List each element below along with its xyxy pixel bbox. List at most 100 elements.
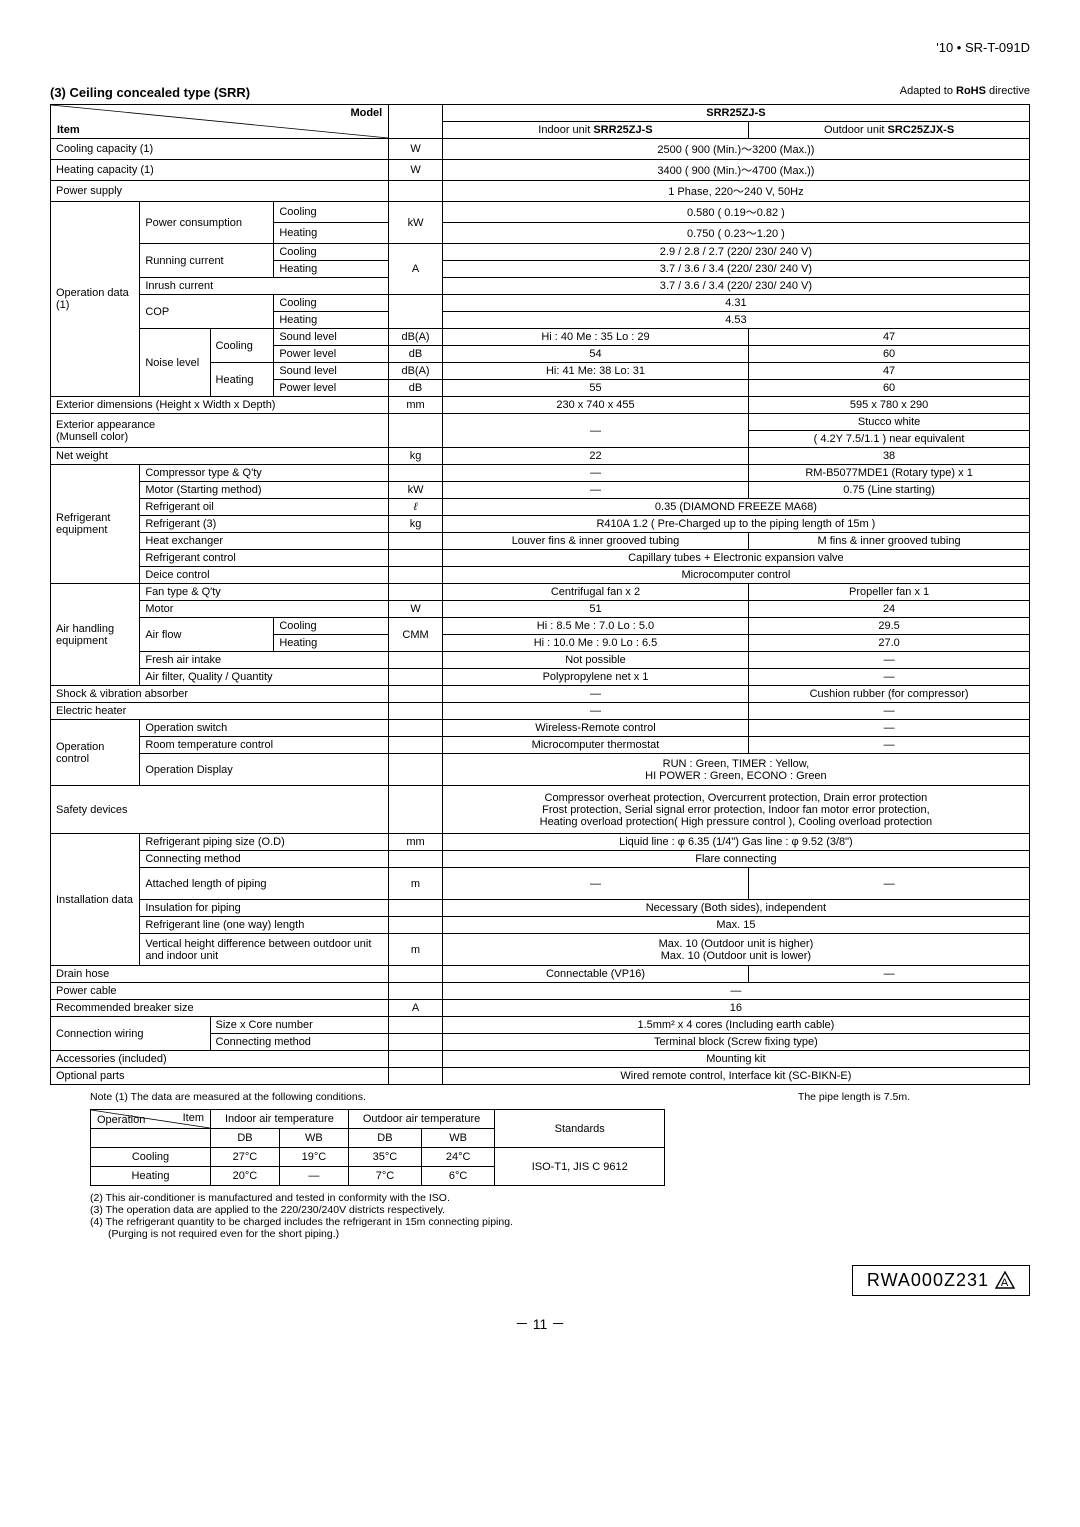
lbl: Power level — [274, 346, 389, 363]
v: 4.31 — [442, 295, 1029, 312]
v: Stucco white — [749, 414, 1030, 431]
model-name: SRR25ZJ-S — [442, 105, 1029, 122]
lbl: Cooling — [274, 295, 389, 312]
lbl: Optional parts — [51, 1068, 389, 1085]
v: Mounting kit — [442, 1051, 1029, 1068]
u: A — [389, 1000, 443, 1017]
lbl: Outdoor air temperature — [348, 1110, 494, 1129]
lbl: Refrigerant oil — [140, 499, 389, 516]
lbl: Heating — [274, 261, 389, 278]
n1b: The pipe length is 7.5m. — [798, 1091, 910, 1103]
v: Polypropylene net x 1 — [442, 669, 748, 686]
v: 38 — [749, 448, 1030, 465]
lbl: Power cable — [51, 983, 389, 1000]
v: 4.53 — [442, 312, 1029, 329]
lbl: DB — [211, 1129, 280, 1148]
v: 595 x 780 x 290 — [749, 397, 1030, 414]
code: RWA000Z231 — [867, 1270, 989, 1290]
inrush-lbl: Inrush current — [140, 278, 389, 295]
u: kW — [389, 202, 443, 244]
v: ( 4.2Y 7.5/1.1 ) near equivalent — [749, 431, 1030, 448]
v: 29.5 — [749, 618, 1030, 635]
lbl: Vertical height difference between outdo… — [140, 934, 389, 966]
v: — — [749, 703, 1030, 720]
v: — — [442, 868, 748, 900]
lbl: Drain hose — [51, 966, 389, 983]
lbl: Motor (Starting method) — [140, 482, 389, 499]
lbl: Operation Display — [140, 754, 389, 786]
u: kg — [389, 448, 443, 465]
refeq-lbl: Refrigerant equipment — [51, 465, 140, 584]
lbl: Power level — [274, 380, 389, 397]
lbl: Room temperature control — [140, 737, 389, 754]
section-row: (3) Ceiling concealed type (SRR) Adapted… — [50, 85, 1030, 100]
lbl: Size x Core number — [210, 1017, 389, 1034]
v: 60 — [749, 346, 1030, 363]
u: mm — [389, 397, 443, 414]
u: A — [389, 244, 443, 295]
lbl: Recommended breaker size — [51, 1000, 389, 1017]
v: 19°C — [279, 1148, 348, 1167]
lbl: Fresh air intake — [140, 652, 389, 669]
lbl: Heating — [274, 635, 389, 652]
rohs-pre: Adapted to — [900, 85, 956, 97]
v: 3.7 / 3.6 / 3.4 (220/ 230/ 240 V) — [442, 261, 1029, 278]
u: W — [389, 139, 443, 160]
v: — — [749, 720, 1030, 737]
v: 0.580 ( 0.19～0.82 ) — [442, 202, 1029, 223]
lbl: WB — [422, 1129, 495, 1148]
lbl: Compressor type & Q'ty — [140, 465, 389, 482]
lbl: Heating — [91, 1167, 211, 1186]
lbl: Deice control — [140, 567, 389, 584]
v: Liquid line : φ 6.35 (1/4") Gas line : φ… — [442, 834, 1029, 851]
v: 54 — [442, 346, 748, 363]
indoor-unit: Indoor unit SRR25ZJ-S — [442, 122, 748, 139]
lbl: DB — [348, 1129, 421, 1148]
lbl: Cooling — [274, 244, 389, 261]
rc-lbl: Running current — [140, 244, 274, 278]
v: 47 — [749, 329, 1030, 346]
v: — — [442, 703, 748, 720]
v: RM-B5077MDE1 (Rotary type) x 1 — [749, 465, 1030, 482]
triangle-icon: A — [995, 1270, 1015, 1291]
v: ISO-T1, JIS C 9612 — [495, 1148, 665, 1186]
v: — — [749, 966, 1030, 983]
v: 16 — [442, 1000, 1029, 1017]
extapp-lbl: Exterior appearance(Munsell color) — [51, 414, 389, 448]
lbl: Electric heater — [51, 703, 389, 720]
v: Cushion rubber (for compressor) — [749, 686, 1030, 703]
v: 6°C — [422, 1167, 495, 1186]
lbl: Safety devices — [51, 786, 389, 834]
heating-cap-lbl: Heating capacity (1) — [51, 160, 389, 181]
v: — — [749, 652, 1030, 669]
lbl: Air flow — [140, 618, 274, 652]
v: — — [749, 737, 1030, 754]
n2: (2) This air-conditioner is manufactured… — [90, 1192, 1030, 1204]
lbl: Insulation for piping — [140, 900, 389, 917]
outdoor-unit: Outdoor unit SRC25ZJX-S — [749, 122, 1030, 139]
v: Centrifugal fan x 2 — [442, 584, 748, 601]
v: M fins & inner grooved tubing — [749, 533, 1030, 550]
lbl: Refrigerant line (one way) length — [140, 917, 389, 934]
v: Hi : 8.5 Me : 7.0 Lo : 5.0 — [442, 618, 748, 635]
lbl: Indoor air temperature — [211, 1110, 349, 1129]
u: kg — [389, 516, 443, 533]
lbl: Shock & vibration absorber — [51, 686, 389, 703]
v: Compressor overheat protection, Overcurr… — [442, 786, 1029, 834]
opdata-lbl: Operation data (1) — [51, 202, 140, 397]
doc-ref: '10 • SR-T-091D — [50, 40, 1030, 55]
noise-lbl: Noise level — [140, 329, 210, 397]
lbl: Net weight — [51, 448, 389, 465]
u: mm — [389, 834, 443, 851]
ps-lbl: Power supply — [51, 181, 389, 202]
v: — — [279, 1167, 348, 1186]
u: W — [389, 601, 443, 618]
lbl: Heat exchanger — [140, 533, 389, 550]
cooling-cap-lbl: Cooling capacity (1) — [51, 139, 389, 160]
v: Terminal block (Screw fixing type) — [442, 1034, 1029, 1051]
v: Wireless-Remote control — [442, 720, 748, 737]
v: — — [442, 482, 748, 499]
aireq-lbl: Air handling equipment — [51, 584, 140, 686]
section-title: (3) Ceiling concealed type (SRR) — [50, 85, 250, 100]
v: Microcomputer thermostat — [442, 737, 748, 754]
